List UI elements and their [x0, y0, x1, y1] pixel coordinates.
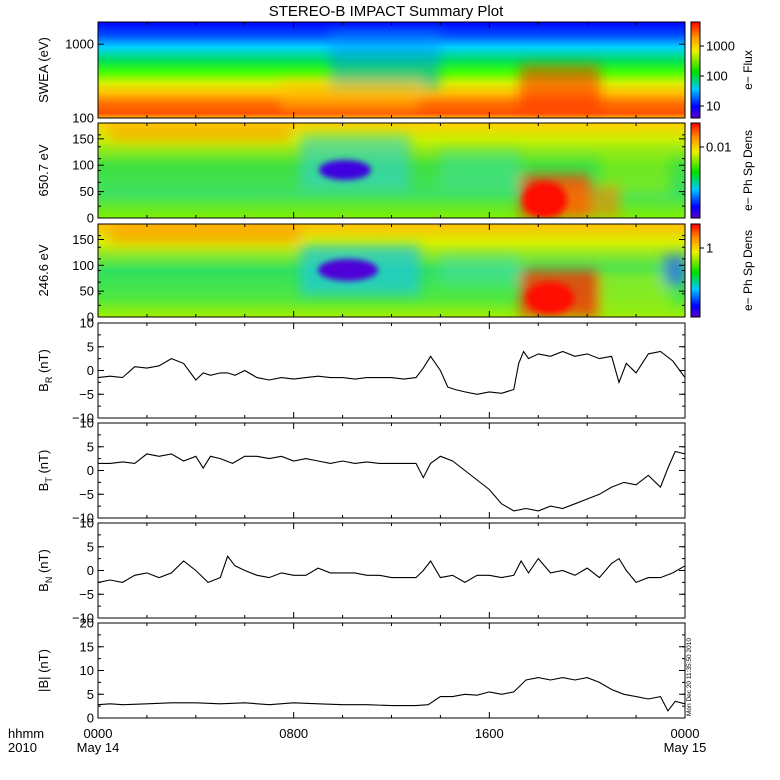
- y-tick-label: 5: [87, 339, 94, 354]
- footer-hhmm: hhmm: [8, 726, 44, 741]
- x-tick-label-2: 1600: [475, 726, 504, 741]
- pitch-angle-650-spectrogram: [98, 123, 685, 218]
- y-tick-label: 10: [80, 416, 94, 431]
- series-line: [97, 350, 686, 395]
- y-axis-label: BR (nT): [36, 349, 54, 392]
- swea-spectrogram: [98, 22, 685, 118]
- colorbar-1: [690, 21, 701, 119]
- x-tick-label-1: 0800: [279, 726, 308, 741]
- x-date-label-3: May 15: [664, 740, 707, 755]
- plot-title: STEREO-B IMPACT Summary Plot: [269, 3, 504, 20]
- y-tick-label: −5: [79, 387, 94, 402]
- y-tick-label: −5: [79, 587, 94, 602]
- colorbar-label: e− Flux: [741, 50, 755, 90]
- y-tick-label: 5: [87, 539, 94, 554]
- y-tick-label: 10: [80, 316, 94, 331]
- colorbar-3: [690, 223, 701, 318]
- y-tick-label: −10: [72, 511, 94, 526]
- colorbar-2: [690, 122, 701, 219]
- y-tick-label: −5: [79, 487, 94, 502]
- y-tick-label: 100: [72, 258, 94, 273]
- series-line: [97, 677, 686, 712]
- y-axis-label: |B| (nT): [36, 649, 51, 692]
- panel-5-frame: [97, 422, 686, 519]
- y-tick-label: −10: [72, 411, 94, 426]
- colorbar-tick-label: 100: [706, 69, 728, 84]
- y-tick-label: 0: [87, 463, 94, 478]
- y-tick-label: 50: [80, 184, 94, 199]
- pitch-angle-246-spectrogram: [98, 224, 685, 317]
- y-axis-label: 650.7 eV: [36, 144, 51, 196]
- y-tick-label: 10: [80, 663, 94, 678]
- y-tick-label: 0: [87, 563, 94, 578]
- series-line: [97, 555, 686, 584]
- colorbar-tick-label: 1000: [706, 39, 735, 54]
- y-axis-label: SWEA (eV): [36, 37, 51, 103]
- y-axis-label: BN (nT): [36, 549, 54, 592]
- timestamp: Mon Dec 20 11:35:50 2010: [686, 638, 693, 716]
- series-line: [98, 450, 686, 512]
- y-tick-label: 5: [87, 439, 94, 454]
- y-tick-label: 1000: [65, 37, 94, 52]
- y-tick-label: 100: [72, 111, 94, 126]
- colorbar-tick-label: 10: [706, 99, 720, 114]
- x-tick-label-0: 0000: [84, 726, 113, 741]
- y-axis-label: BT (nT): [36, 450, 54, 492]
- y-tick-label: 0: [87, 363, 94, 378]
- y-tick-label: 100: [72, 158, 94, 173]
- panel-4-frame: [97, 322, 686, 419]
- y-tick-label: 20: [80, 616, 94, 631]
- colorbar-tick-label: 1: [706, 241, 713, 256]
- colorbar-label: e− Ph Sp Dens: [741, 230, 755, 311]
- y-tick-label: 150: [72, 131, 94, 146]
- panel-6-frame: [97, 522, 686, 619]
- footer-year: 2010: [8, 740, 37, 755]
- x-date-label-0: May 14: [77, 740, 120, 755]
- y-tick-label: 150: [72, 232, 94, 247]
- y-tick-label: 10: [80, 516, 94, 531]
- y-tick-label: 50: [80, 284, 94, 299]
- y-tick-label: 5: [87, 687, 94, 702]
- y-tick-label: −10: [72, 611, 94, 626]
- y-tick-label: 0: [87, 310, 94, 325]
- y-tick-label: 0: [87, 711, 94, 726]
- y-tick-label: 0: [87, 211, 94, 226]
- panel-7-frame: [97, 622, 686, 719]
- colorbar-label: e− Ph Sp Dens: [741, 130, 755, 211]
- y-tick-label: 15: [80, 639, 94, 654]
- colorbar-tick-label: 0.01: [706, 140, 731, 155]
- x-tick-label-3: 0000: [671, 726, 700, 741]
- y-axis-label: 246.6 eV: [36, 244, 51, 296]
